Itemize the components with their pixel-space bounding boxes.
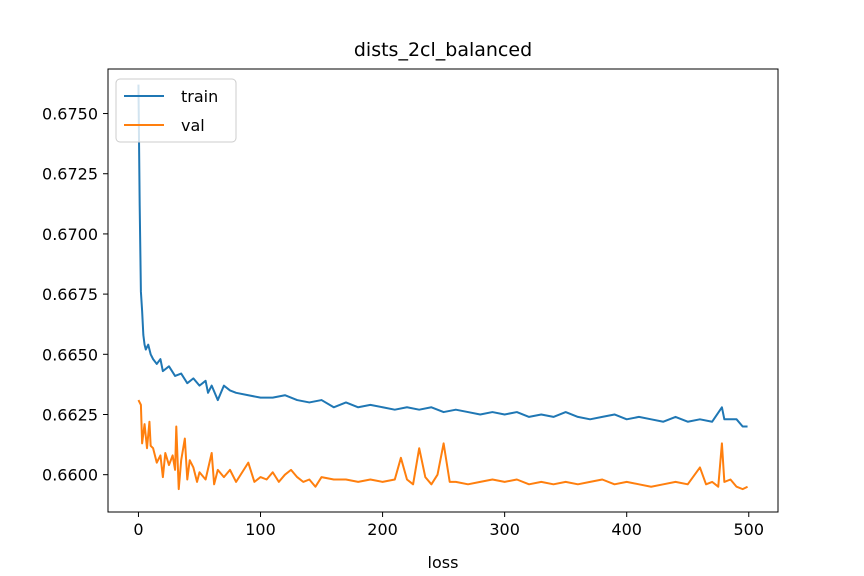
y-tick-label: 0.6750 bbox=[42, 105, 98, 124]
x-axis-label: loss bbox=[428, 553, 459, 572]
x-tick-label: 300 bbox=[489, 520, 520, 539]
x-tick-label: 0 bbox=[133, 520, 143, 539]
series-line-train bbox=[137, 84, 748, 428]
series-line-val bbox=[137, 399, 748, 491]
legend-label-val: val bbox=[181, 116, 205, 135]
legend: train val bbox=[115, 78, 237, 143]
y-tick-label: 0.6725 bbox=[42, 165, 98, 184]
y-axis: 0.6600 0.6625 0.6650 0.6675 0.6700 0.6725 0.67… bbox=[42, 105, 108, 485]
x-tick-label: 500 bbox=[733, 520, 764, 539]
plot-frame bbox=[107, 68, 779, 513]
x-tick-label: 100 bbox=[245, 520, 276, 539]
legend-box bbox=[115, 78, 237, 143]
legend-label-train: train bbox=[181, 87, 218, 106]
x-axis: 0 100 200 300 400 500 bbox=[133, 512, 764, 539]
chart-title: dists_2cl_balanced bbox=[354, 39, 532, 61]
y-tick-label: 0.6675 bbox=[42, 285, 98, 304]
x-tick-label: 400 bbox=[611, 520, 642, 539]
y-tick-label: 0.6600 bbox=[42, 466, 98, 485]
y-tick-label: 0.6700 bbox=[42, 225, 98, 244]
x-tick-label: 200 bbox=[367, 520, 398, 539]
plot-area bbox=[137, 84, 748, 491]
y-tick-label: 0.6650 bbox=[42, 345, 98, 364]
y-tick-label: 0.6625 bbox=[42, 405, 98, 424]
